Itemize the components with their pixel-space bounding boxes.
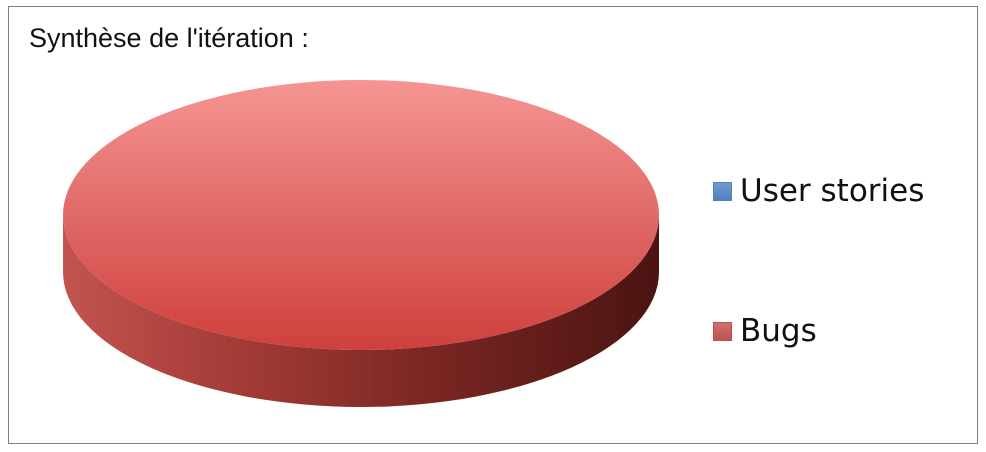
pie-slice-side-bugs [63,215,659,407]
legend-label-bugs: Bugs [740,313,817,349]
chart-title: Synthèse de l'itération : [29,23,309,53]
legend-swatch-user-stories [713,181,732,201]
chart-frame: Synthèse de l'itération : User stories B… [8,6,978,444]
legend-label-user-stories: User stories [740,173,925,209]
legend-item-user-stories: User stories [713,171,924,211]
pie-slice-bugs [63,80,659,350]
legend-swatch-bugs [713,321,732,341]
legend-item-bugs: Bugs [713,311,817,351]
pie-chart [63,80,659,407]
